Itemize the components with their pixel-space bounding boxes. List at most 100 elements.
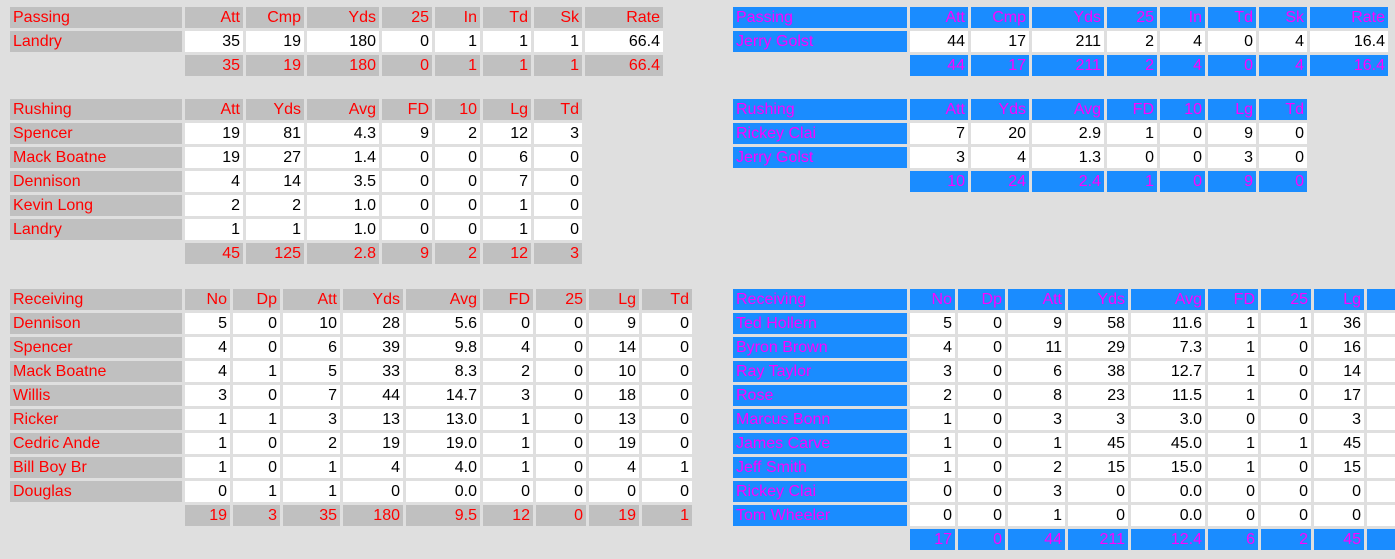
stat-value: 0 bbox=[642, 409, 692, 430]
stat-value: 0 bbox=[382, 219, 432, 240]
stat-value: 1 bbox=[185, 433, 230, 454]
stat-value: 11 bbox=[1008, 337, 1065, 358]
stat-value: 1 bbox=[534, 31, 582, 52]
totals-row: 10 24 2.4 1 0 9 0 bbox=[733, 171, 1307, 192]
stat-value: 6 bbox=[283, 337, 340, 358]
stat-value: 0 bbox=[1367, 385, 1395, 406]
section-title: Passing bbox=[10, 7, 182, 28]
total-value: 17 bbox=[971, 55, 1029, 76]
stat-value: 2 bbox=[283, 433, 340, 454]
stat-value: 0 bbox=[1261, 337, 1311, 358]
stat-value: 0 bbox=[435, 219, 480, 240]
stat-value: 1 bbox=[1261, 433, 1311, 454]
column-header: 10 bbox=[435, 99, 480, 120]
stat-value: 0 bbox=[589, 481, 639, 502]
stat-value: 16 bbox=[1314, 337, 1364, 358]
stat-value: 15 bbox=[1314, 457, 1364, 478]
column-header: Dp bbox=[958, 289, 1005, 310]
total-value: 12 bbox=[483, 243, 531, 264]
player-name: Jerry Golst bbox=[733, 31, 907, 52]
total-value: 211 bbox=[1032, 55, 1104, 76]
column-header: Dp bbox=[233, 289, 280, 310]
stat-value: 0 bbox=[1261, 457, 1311, 478]
total-value: 0 bbox=[1208, 55, 1256, 76]
stat-value: 0 bbox=[435, 195, 480, 216]
stat-value: 14 bbox=[246, 171, 304, 192]
stat-value: 3.0 bbox=[1131, 409, 1205, 430]
player-row: Rickey Clai 7 20 2.9 1 0 9 0 bbox=[733, 123, 1307, 144]
totals-row: 44 17 211 2 4 0 4 16.4 bbox=[733, 55, 1388, 76]
total-value: 4 bbox=[1259, 55, 1307, 76]
total-value: 1 bbox=[534, 55, 582, 76]
stat-value: 14 bbox=[1314, 361, 1364, 382]
stat-value: 23 bbox=[1068, 385, 1128, 406]
stat-value: 0 bbox=[1261, 385, 1311, 406]
total-value: 0 bbox=[536, 505, 586, 526]
column-header: Td bbox=[534, 99, 582, 120]
stat-value: 0.0 bbox=[1131, 505, 1205, 526]
column-header: Att bbox=[185, 99, 243, 120]
column-header: Td bbox=[1367, 289, 1395, 310]
stat-value: 4.0 bbox=[406, 457, 480, 478]
stat-value: 5 bbox=[283, 361, 340, 382]
stat-value: 1 bbox=[910, 409, 955, 430]
stat-value: 1 bbox=[483, 219, 531, 240]
stat-value: 1 bbox=[1208, 361, 1258, 382]
stat-value: 0 bbox=[642, 361, 692, 382]
stat-value: 2.9 bbox=[1032, 123, 1104, 144]
home-passing-table: Passing Att Cmp Yds 25 In Td Sk Rate Landry 35 19 18… bbox=[7, 4, 666, 79]
total-value: 0 bbox=[1160, 171, 1205, 192]
stat-value: 17 bbox=[971, 31, 1029, 52]
column-header: Td bbox=[1259, 99, 1307, 120]
player-name: Ray Taylor bbox=[733, 361, 907, 382]
player-row: Willis 3 0 7 44 14.7 3 0 18 0 bbox=[10, 385, 692, 406]
player-row: Jerry Golst 3 4 1.3 0 0 3 0 bbox=[733, 147, 1307, 168]
total-value: 19 bbox=[589, 505, 639, 526]
stat-value: 81 bbox=[246, 123, 304, 144]
total-value: 45 bbox=[1314, 529, 1364, 550]
player-name: Rickey Clai bbox=[733, 481, 907, 502]
column-header: Yds bbox=[246, 99, 304, 120]
player-name: Tom Wheeler bbox=[733, 505, 907, 526]
stat-value: 6 bbox=[483, 147, 531, 168]
stat-value: 14.7 bbox=[406, 385, 480, 406]
stat-value: 1 bbox=[483, 409, 533, 430]
column-header: Lg bbox=[1208, 99, 1256, 120]
stat-value: 1 bbox=[910, 457, 955, 478]
stat-value: 0 bbox=[1160, 123, 1205, 144]
total-value: 3 bbox=[233, 505, 280, 526]
column-header: Yds bbox=[971, 99, 1029, 120]
section-title: Receiving bbox=[10, 289, 182, 310]
stat-value: 1.4 bbox=[307, 147, 379, 168]
stat-value: 0 bbox=[1261, 409, 1311, 430]
stat-value: 0 bbox=[910, 505, 955, 526]
total-value: 211 bbox=[1068, 529, 1128, 550]
player-row: Mack Boatne 4 1 5 33 8.3 2 0 10 0 bbox=[10, 361, 692, 382]
total-value: 0 bbox=[1367, 529, 1395, 550]
stat-value: 0 bbox=[233, 433, 280, 454]
stat-value: 2 bbox=[483, 361, 533, 382]
stat-value: 0 bbox=[958, 505, 1005, 526]
column-header: 10 bbox=[1160, 99, 1205, 120]
player-row: Landry 1 1 1.0 0 0 1 0 bbox=[10, 219, 582, 240]
stat-value: 7.3 bbox=[1131, 337, 1205, 358]
stat-value: 13.0 bbox=[406, 409, 480, 430]
column-header: Yds bbox=[1068, 289, 1128, 310]
total-value: 9 bbox=[1208, 171, 1256, 192]
stat-value: 0 bbox=[536, 361, 586, 382]
stat-value: 3 bbox=[1314, 409, 1364, 430]
stat-value: 4 bbox=[185, 337, 230, 358]
stat-value: 1 bbox=[1107, 123, 1157, 144]
stat-value: 2 bbox=[246, 195, 304, 216]
total-value: 19 bbox=[246, 55, 304, 76]
stat-value: 0 bbox=[1259, 123, 1307, 144]
total-value: 10 bbox=[910, 171, 968, 192]
column-header: Td bbox=[483, 7, 531, 28]
stat-value: 2 bbox=[435, 123, 480, 144]
column-header: Yds bbox=[307, 7, 379, 28]
away-receiving-table: ReceivingNoDpAttYdsAvgFD25LgTdTed Holler… bbox=[730, 286, 1395, 553]
